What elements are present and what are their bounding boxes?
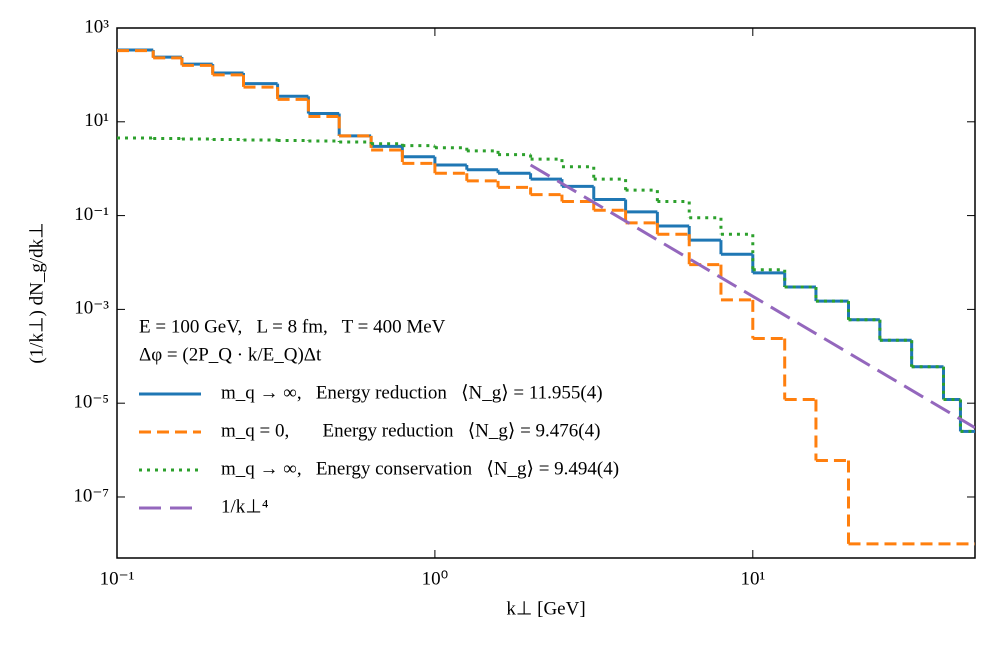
x-tick-label: 10¹ xyxy=(740,568,765,589)
legend-label: m_q → ∞, Energy reduction ⟨N_g⟩ = 11.955… xyxy=(221,382,603,403)
x-tick-label: 10⁻¹ xyxy=(100,568,135,589)
y-axis-label: (1/k⊥) dN_g/dk⊥ xyxy=(26,222,47,363)
plot-frame xyxy=(116,27,976,559)
y-tick-label: 10⁻¹ xyxy=(74,204,109,225)
series-layer xyxy=(117,48,975,546)
legend-label: m_q → ∞, Energy conservation ⟨N_g⟩ = 9.4… xyxy=(221,458,619,479)
line xyxy=(529,163,975,430)
legend-label: 1/k⊥⁴ xyxy=(221,496,269,517)
y-tick-label: 10¹ xyxy=(84,110,109,131)
legend-label: m_q = 0, Energy reduction ⟨N_g⟩ = 9.476(… xyxy=(221,420,600,441)
y-tick-label: 10⁻⁵ xyxy=(73,392,109,413)
y-tick-label: 10³ xyxy=(84,16,109,37)
y-tick-label: 10⁻³ xyxy=(74,298,109,319)
x-axis-label: k⊥ [GeV] xyxy=(506,598,585,619)
x-tick-label: 10⁰ xyxy=(422,568,449,589)
y-tick-label: 10⁻⁷ xyxy=(73,485,109,506)
annotation: Δφ = (2P_Q · k/E_Q)Δt xyxy=(139,344,322,365)
annotation: E = 100 GeV, L = 8 fm, T = 400 MeV xyxy=(139,316,446,337)
